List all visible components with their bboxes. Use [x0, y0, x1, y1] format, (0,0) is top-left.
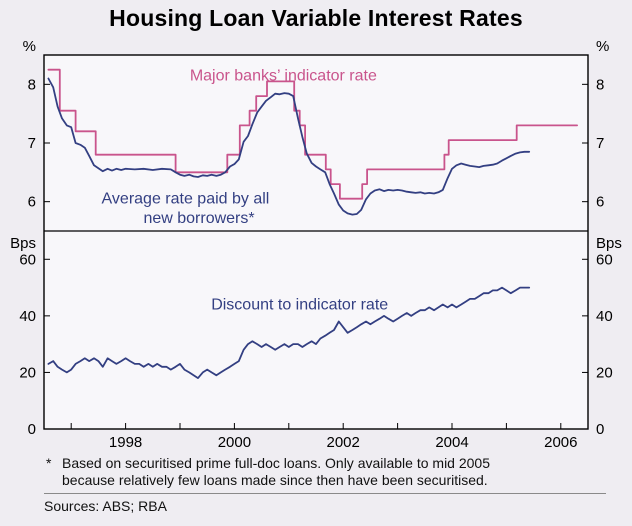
svg-text:8: 8	[28, 76, 36, 93]
svg-text:2002: 2002	[327, 434, 360, 451]
svg-text:Major banks’ indicator rate: Major banks’ indicator rate	[190, 68, 377, 85]
svg-text:2004: 2004	[435, 434, 468, 451]
svg-text:60: 60	[19, 251, 36, 268]
svg-text:2000: 2000	[218, 434, 251, 451]
svg-text:6: 6	[28, 194, 36, 211]
svg-text:40: 40	[596, 308, 613, 325]
svg-text:8: 8	[596, 76, 604, 93]
footnote-text: Based on securitised prime full-doc loan…	[62, 455, 606, 489]
svg-text:Bps: Bps	[596, 235, 622, 252]
svg-text:%: %	[596, 38, 609, 55]
svg-text:0: 0	[596, 421, 604, 438]
chart-figure: Housing Loan Variable Interest Rates 6 6 7…	[0, 5, 632, 515]
svg-text:7: 7	[28, 135, 36, 152]
footnote-line-1: Based on securitised prime full-doc loan…	[62, 455, 491, 471]
footnote-marker: *	[46, 455, 52, 471]
footnote: * Based on securitised prime full-doc lo…	[46, 455, 606, 489]
chart-plot-area: 6 6 7 7 8 8% % Major banks’ indicator rate Avera…	[10, 38, 622, 451]
svg-text:Average rate paid by all: Average rate paid by all	[102, 191, 270, 208]
svg-text:6: 6	[596, 194, 604, 211]
footnotes: * Based on securitised prime full-doc lo…	[0, 453, 632, 515]
sources-line: Sources: ABS; RBA	[44, 493, 606, 515]
svg-text:0: 0	[28, 421, 36, 438]
svg-text:20: 20	[596, 364, 613, 381]
svg-text:Bps: Bps	[10, 235, 36, 252]
svg-text:7: 7	[596, 135, 604, 152]
svg-text:Discount to indicator rate: Discount to indicator rate	[211, 297, 388, 314]
svg-text:2006: 2006	[544, 434, 577, 451]
svg-text:%: %	[23, 38, 36, 55]
svg-text:20: 20	[19, 364, 36, 381]
svg-text:40: 40	[19, 308, 36, 325]
svg-text:new borrowers*: new borrowers*	[143, 210, 254, 227]
svg-text:1998: 1998	[109, 434, 142, 451]
chart-title: Housing Loan Variable Interest Rates	[109, 5, 523, 31]
footnote-line-2: because relatively few loans made since …	[62, 472, 488, 489]
svg-text:60: 60	[596, 251, 613, 268]
